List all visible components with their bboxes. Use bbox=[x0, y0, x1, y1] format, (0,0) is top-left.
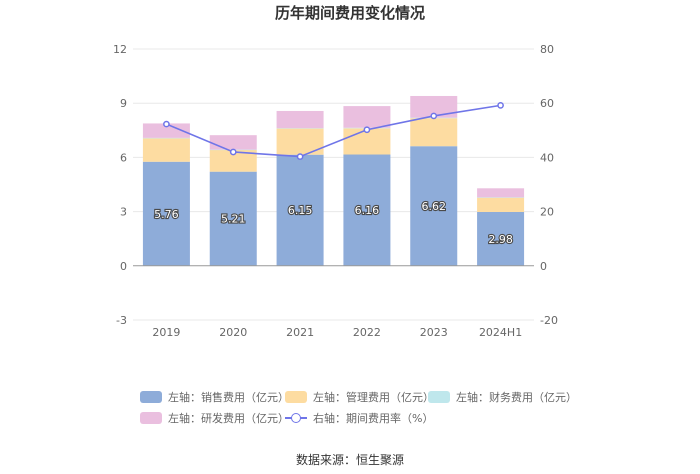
expense-ratio-point bbox=[163, 120, 170, 128]
bar-segment-1 bbox=[209, 149, 257, 172]
bar-segment-2 bbox=[477, 197, 525, 198]
legend-swatch-sales bbox=[140, 391, 162, 403]
legend-swatch-rnd bbox=[140, 412, 162, 424]
bar-segment-0 bbox=[142, 161, 190, 266]
left-axis-tick-label: 12 bbox=[113, 43, 127, 56]
expense-ratio-point bbox=[497, 102, 504, 109]
legend-swatch-finance bbox=[428, 391, 450, 403]
bar-segment-2 bbox=[276, 128, 324, 129]
x-axis-tick-label: 2024H1 bbox=[479, 326, 522, 339]
bar-segment-3 bbox=[276, 110, 324, 129]
x-axis-tick-label: 2022 bbox=[353, 326, 381, 339]
expense-ratio-point bbox=[363, 126, 371, 134]
right-axis-tick-label: 20 bbox=[540, 206, 554, 219]
legend-item-finance[interactable]: 左轴：财务费用（亿元） bbox=[428, 389, 577, 405]
legend-label-rnd: 左轴：研发费用（亿元） bbox=[168, 412, 289, 425]
x-axis-tick-label: 2020 bbox=[219, 326, 247, 339]
left-axis-tick-label: 9 bbox=[120, 97, 127, 110]
expense-ratio-line bbox=[166, 104, 501, 158]
legend-item-rnd[interactable]: 左轴：研发费用（亿元） bbox=[140, 410, 289, 426]
right-axis-tick-label: 60 bbox=[540, 97, 554, 110]
bar-value-label: 6.16 bbox=[355, 204, 380, 217]
legend-swatch-admin bbox=[285, 391, 307, 403]
legend-swatch-expense-ratio bbox=[285, 412, 307, 424]
x-axis-tick-label: 2019 bbox=[152, 326, 180, 339]
bar-segment-3 bbox=[209, 135, 257, 150]
bar-segment-3 bbox=[343, 106, 391, 128]
bar-segment-1 bbox=[477, 197, 525, 212]
bar-value-label: 6.15 bbox=[288, 204, 313, 217]
bar-segment-1 bbox=[142, 138, 190, 162]
expense-ratio-point bbox=[296, 153, 304, 160]
chart-title: 历年期间费用变化情况 bbox=[274, 4, 425, 22]
legend-item-sales[interactable]: 左轴：销售费用（亿元） bbox=[140, 389, 289, 405]
legend-label-admin: 左轴：管理费用（亿元） bbox=[313, 391, 434, 404]
bar-segment-3 bbox=[477, 188, 525, 198]
bar-value-label: 5.21 bbox=[221, 213, 246, 226]
bar-segment-0 bbox=[477, 211, 525, 266]
left-axis-tick-label: -3 bbox=[116, 314, 127, 327]
right-axis-tick-label: 40 bbox=[540, 151, 554, 164]
legend-label-sales: 左轴：销售费用（亿元） bbox=[168, 391, 289, 404]
expense-ratio-point bbox=[430, 112, 438, 120]
bar-segment-0 bbox=[343, 154, 391, 266]
x-axis-tick-label: 2023 bbox=[420, 326, 448, 339]
bar-value-label: 2.98 bbox=[488, 233, 513, 246]
bar-segment-1 bbox=[410, 118, 458, 147]
left-axis-tick-label: 6 bbox=[120, 151, 127, 164]
bar-segment-3 bbox=[142, 123, 190, 138]
left-axis-tick-label: 3 bbox=[120, 206, 127, 219]
bar-segment-2 bbox=[142, 137, 190, 139]
expense-ratio-point bbox=[229, 148, 237, 156]
bar-value-label: 6.62 bbox=[422, 200, 447, 213]
left-axis-tick-label: 0 bbox=[120, 260, 127, 273]
bar-value-label: 5.76 bbox=[154, 208, 179, 221]
legend-item-admin[interactable]: 左轴：管理费用（亿元） bbox=[285, 389, 434, 405]
bar-segment-0 bbox=[410, 146, 458, 266]
source-note: 数据来源：恒生聚源 bbox=[295, 453, 404, 467]
x-axis-tick-label: 2021 bbox=[286, 326, 314, 339]
legend-label-expense-ratio: 右轴：期间费用率（%） bbox=[313, 412, 434, 425]
legend-item-expense-ratio[interactable]: 右轴：期间费用率（%） bbox=[285, 410, 433, 426]
right-axis-tick-label: -20 bbox=[540, 314, 558, 327]
bar-segment-0 bbox=[276, 154, 324, 266]
legend-label-finance: 左轴：财务费用（亿元） bbox=[456, 391, 577, 404]
bar-segment-0 bbox=[209, 171, 257, 266]
right-axis-tick-label: 80 bbox=[540, 43, 554, 56]
bar-segment-3 bbox=[410, 95, 458, 118]
right-axis-tick-label: 0 bbox=[540, 260, 547, 273]
